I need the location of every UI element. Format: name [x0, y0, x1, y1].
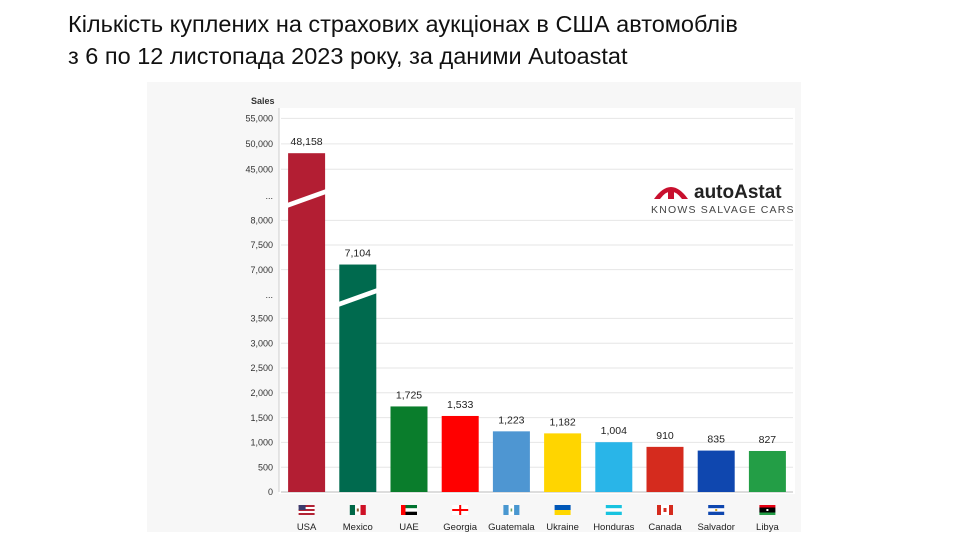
brand-tagline: KNOWS SALVAGE CARS — [651, 204, 795, 216]
y-tick-label: 2,000 — [250, 388, 273, 398]
y-tick-label: 7,500 — [250, 240, 273, 250]
y-tick-label: 500 — [258, 462, 273, 472]
y-tick-label: 2,500 — [250, 363, 273, 373]
data-label: 1,725 — [396, 389, 422, 401]
x-tick-label: Guatemala — [488, 522, 535, 533]
y-tick-label: 55,000 — [245, 114, 273, 124]
honduras-flag-icon — [605, 505, 622, 515]
data-label: 48,158 — [291, 136, 323, 148]
salvador-flag-icon — [708, 505, 725, 515]
y-tick-label: 8,000 — [250, 216, 273, 226]
bar-uae — [390, 406, 428, 492]
y-tick-label: 45,000 — [245, 164, 273, 174]
mexico-flag-icon — [349, 505, 366, 515]
uae-flag-icon — [401, 505, 417, 515]
bar-libya — [748, 450, 786, 492]
y-tick-label: 3,000 — [250, 338, 273, 348]
x-tick-label: Honduras — [593, 522, 634, 533]
chart-title-line-2: з 6 по 12 листопада 2023 року, за даними… — [68, 43, 628, 69]
usa-flag-icon — [298, 505, 315, 515]
y-tick-label: 1,500 — [250, 413, 273, 423]
data-label: 7,104 — [345, 248, 371, 260]
x-tick-label: Salvador — [697, 522, 735, 533]
data-label: 827 — [759, 434, 777, 446]
x-tick-label: Ukraine — [546, 522, 579, 533]
data-label: 1,223 — [498, 414, 524, 426]
y-tick-label: 7,000 — [250, 265, 273, 275]
data-label: 1,533 — [447, 399, 473, 411]
y-tick-label: 3,500 — [250, 314, 273, 324]
data-label: 835 — [707, 434, 725, 446]
x-tick-label: Georgia — [443, 522, 478, 533]
data-label: 1,004 — [601, 425, 627, 437]
bar-ukraine — [544, 433, 582, 492]
bar-guatemala — [492, 431, 530, 492]
canada-flag-icon — [657, 505, 673, 515]
georgia-flag-icon — [452, 505, 469, 515]
chart-title-line-1: Кількість куплених на страхових аукціона… — [68, 11, 738, 37]
x-tick-label: Mexico — [343, 522, 373, 533]
bar-honduras — [595, 442, 633, 492]
bar-break-slash — [287, 189, 327, 208]
axis-break-label: ... — [265, 290, 273, 300]
y-tick-label: 1,000 — [250, 438, 273, 448]
x-tick-label: UAE — [399, 522, 419, 533]
chart-title: Кількість куплених на страхових аукціона… — [68, 8, 958, 72]
bar-canada — [646, 446, 684, 492]
bar-georgia — [441, 415, 479, 492]
y-axis-label: Sales — [251, 96, 275, 106]
ukraine-flag-icon — [554, 505, 571, 515]
guatemala-flag-icon — [503, 505, 520, 515]
libya-flag-icon — [759, 505, 776, 515]
x-tick-label: Canada — [648, 522, 682, 533]
x-tick-label: Libya — [756, 522, 779, 533]
bar-break-slash — [338, 288, 378, 307]
data-label: 910 — [656, 430, 674, 442]
axis-break-gap — [281, 286, 793, 304]
axis-break-label: ... — [265, 191, 273, 201]
brand-logo-pillar — [668, 189, 674, 199]
bar-salvador — [697, 450, 735, 492]
brand-name: autoAstat — [694, 182, 782, 203]
y-tick-label: 0 — [268, 487, 273, 497]
brand-logo-icon — [654, 187, 688, 199]
x-tick-label: USA — [297, 522, 317, 533]
data-label: 1,182 — [549, 416, 575, 428]
y-tick-label: 50,000 — [245, 139, 273, 149]
bar-usa — [288, 153, 326, 493]
